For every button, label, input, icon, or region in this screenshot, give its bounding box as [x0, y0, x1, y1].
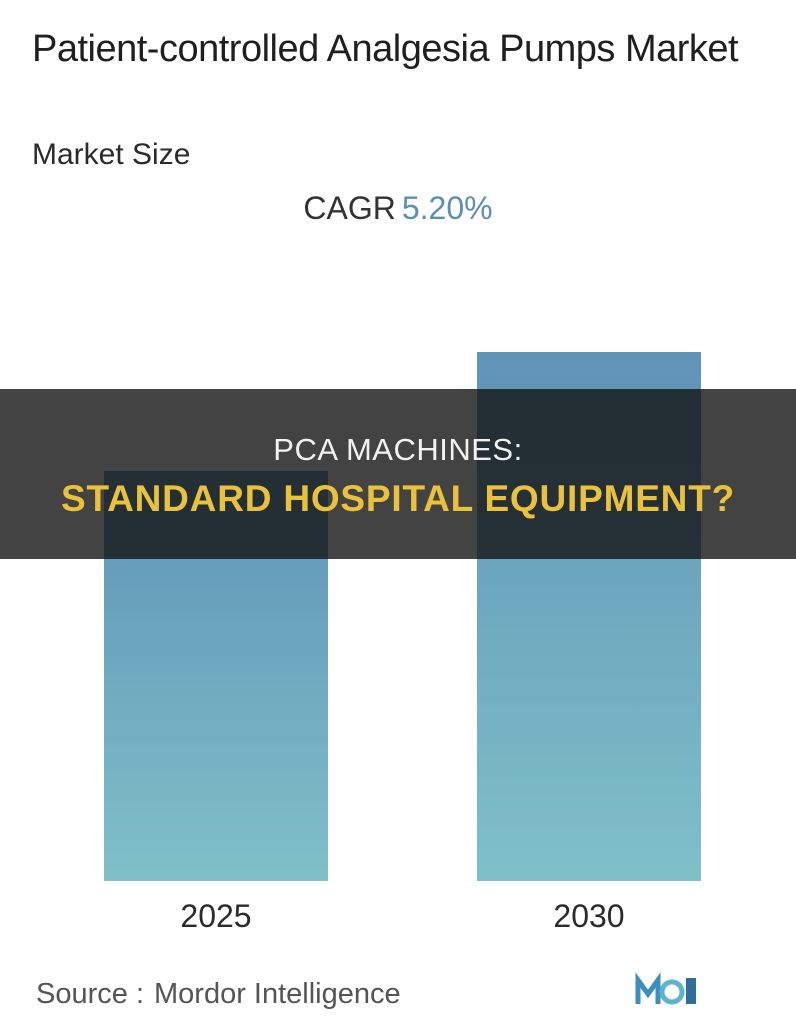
source-label: Source : [36, 978, 144, 1010]
x-tick-label: 2030 [553, 898, 624, 934]
cagr-line: CAGR 5.20% [0, 190, 796, 227]
cagr-value: 5.20% [401, 190, 493, 226]
mordor-logo-icon [634, 972, 698, 1008]
overlay-heading: PCA MACHINES: [273, 432, 523, 467]
chart-subtitle: Market Size [32, 138, 191, 171]
overlay-question: STANDARD HOSPITAL EQUIPMENT? [60, 478, 736, 519]
cagr-label: CAGR [303, 190, 396, 226]
title-overlay-banner [0, 389, 796, 559]
source-name: Mordor Intelligence [154, 978, 401, 1010]
x-tick-label: 2025 [180, 898, 251, 934]
source-text: Source : Mordor Intelligence [36, 978, 401, 1011]
chart-title: Patient-controlled Analgesia Pumps Marke… [32, 28, 739, 70]
